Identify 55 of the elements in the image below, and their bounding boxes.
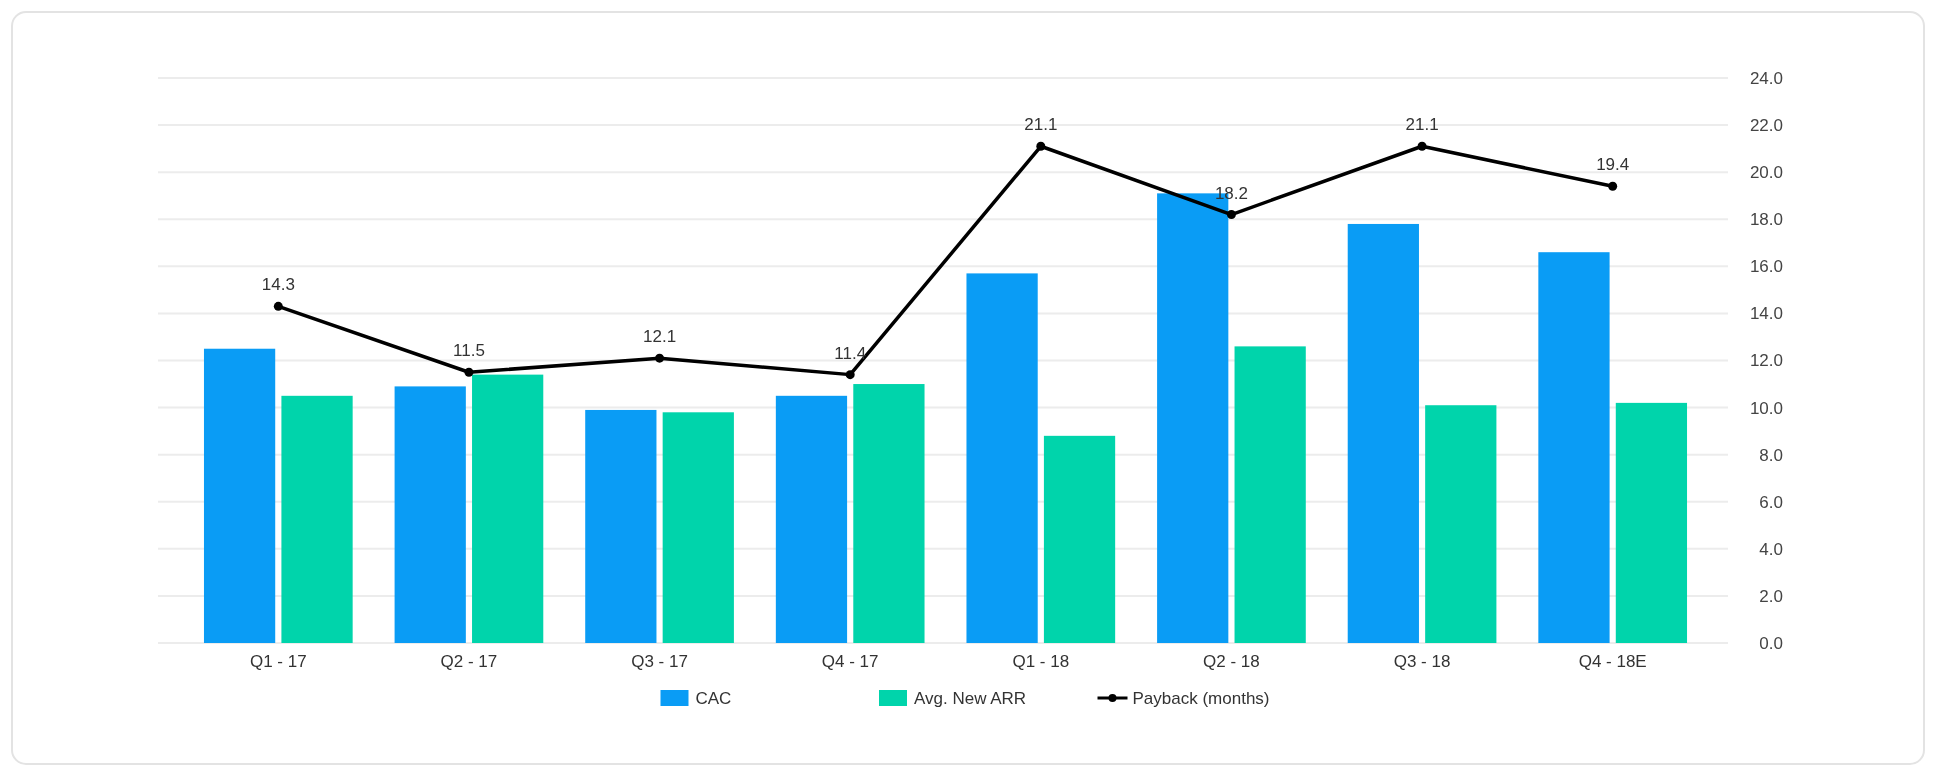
y-tick-label: 22.0 xyxy=(1749,116,1783,136)
y-tick-label: 6.0 xyxy=(1759,492,1783,512)
point xyxy=(464,367,474,377)
bar xyxy=(1425,405,1497,643)
bar xyxy=(1347,223,1419,643)
x-tick-label: Q4 - 18E xyxy=(1578,652,1647,671)
y-tick-label: 18.0 xyxy=(1749,210,1783,230)
point xyxy=(1608,181,1618,191)
point xyxy=(1036,141,1046,151)
legend-label: CAC xyxy=(695,688,732,708)
y-tick-label: 0.0 xyxy=(1759,633,1783,653)
bar xyxy=(203,348,276,643)
legend-label: Avg. New ARR xyxy=(914,688,1027,708)
data-label: 18.2 xyxy=(1214,183,1248,203)
x-tick-label: Q1 - 17 xyxy=(249,652,307,671)
legend-label: Payback (months) xyxy=(1132,688,1270,708)
data-label: 19.4 xyxy=(1596,155,1630,175)
point xyxy=(1226,210,1236,220)
x-tick-label: Q2 - 17 xyxy=(440,652,498,671)
x-tick-label: Q3 - 18 xyxy=(1393,652,1451,671)
bar xyxy=(472,374,544,643)
bar xyxy=(585,409,657,643)
bar xyxy=(281,395,353,643)
y-tick-label: 2.0 xyxy=(1759,586,1783,606)
y-tick-label: 10.0 xyxy=(1749,398,1783,418)
bar xyxy=(1234,346,1306,643)
bar xyxy=(775,395,848,643)
y-tick-label: 14.0 xyxy=(1749,304,1783,324)
y-tick-label: 8.0 xyxy=(1759,445,1783,465)
y-tick-label: 4.0 xyxy=(1759,539,1783,559)
y-tick-label: 16.0 xyxy=(1749,257,1783,277)
x-tick-label: Q1 - 18 xyxy=(1012,652,1070,671)
data-label: 11.4 xyxy=(834,343,867,363)
bar xyxy=(1538,252,1610,643)
x-tick-label: Q3 - 17 xyxy=(631,652,688,671)
data-label: 12.1 xyxy=(643,327,677,347)
bar xyxy=(1043,435,1116,643)
x-tick-label: Q4 - 17 xyxy=(821,652,879,671)
point xyxy=(655,353,665,363)
data-label: 21.1 xyxy=(1405,115,1439,135)
bar xyxy=(966,273,1038,643)
data-label: 14.3 xyxy=(261,275,295,295)
y-tick-label: 24.0 xyxy=(1749,68,1783,88)
point xyxy=(1417,141,1427,151)
bar xyxy=(1615,402,1688,643)
point xyxy=(845,370,855,380)
y-tick-label: 20.0 xyxy=(1749,163,1783,183)
x-tick-label: Q2 - 18 xyxy=(1203,652,1260,671)
data-label: 21.1 xyxy=(1024,115,1058,135)
bar xyxy=(662,412,734,643)
data-label: 11.5 xyxy=(453,341,485,361)
bar xyxy=(394,386,466,643)
point xyxy=(273,301,283,311)
bar xyxy=(853,384,925,643)
y-tick-label: 12.0 xyxy=(1749,351,1783,371)
